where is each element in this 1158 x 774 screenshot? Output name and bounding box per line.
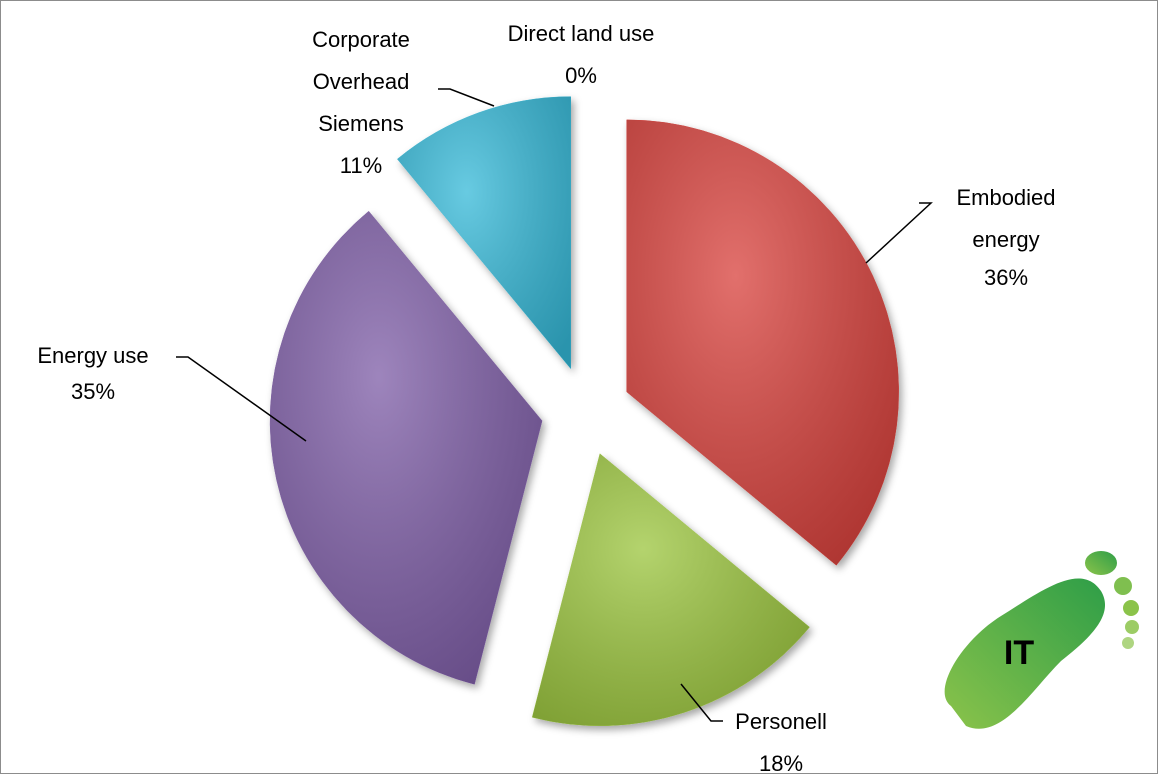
category-label: Embodied energy [956, 185, 1056, 252]
logo-text: IT [1004, 634, 1034, 672]
logo: IT [944, 551, 1139, 729]
value-label: 18% [758, 751, 804, 774]
value-label: 11% [339, 153, 383, 178]
value-label: 35% [70, 379, 116, 404]
leader-line [680, 683, 723, 722]
category-label: Corporate Overhead Siemens [312, 27, 410, 136]
slice-shade [397, 96, 571, 369]
leader-line [865, 202, 933, 264]
pie-slice-group [531, 453, 810, 727]
slice-shade [270, 211, 543, 685]
slice-shade [626, 119, 899, 566]
leader-line [176, 356, 307, 442]
pie-slice-group [397, 96, 572, 370]
leader-line [438, 88, 495, 107]
category-label: Direct land use [507, 21, 655, 46]
pie-slice-group [269, 210, 543, 685]
category-label: Energy use [37, 343, 149, 368]
pie-slice-group [626, 119, 899, 566]
slice-shade [532, 453, 810, 726]
category-label: Personell [735, 709, 827, 734]
value-label: 0% [565, 63, 597, 88]
value-label: 36% [983, 265, 1029, 290]
